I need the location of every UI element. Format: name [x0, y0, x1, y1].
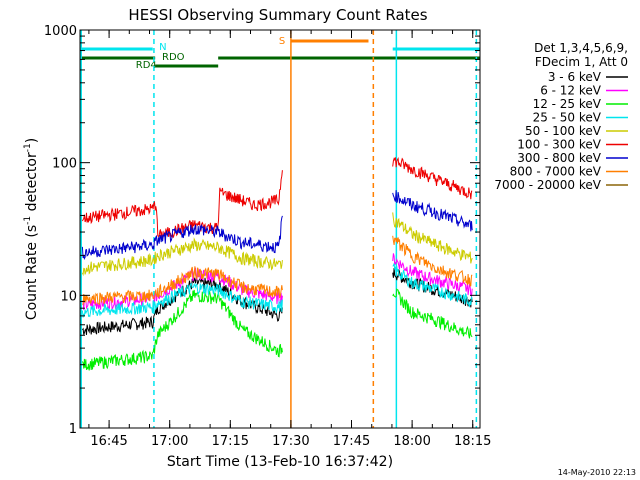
chart-title: HESSI Observing Summary Count Rates — [128, 6, 427, 24]
series-line-3-segA — [81, 282, 283, 318]
footer-timestamp: 14-May-2010 22:13 — [558, 468, 636, 477]
flag-bars: N S RDO RD4 — [80, 36, 480, 71]
y-axis-label: Count Rate (s-1 detector-1) — [23, 138, 40, 320]
x-tick-label-0: 16:45 — [90, 434, 127, 449]
legend-entry-label-1: 6 - 12 keV — [540, 84, 602, 98]
legend-header-2: FDecim 1, Att 0 — [535, 55, 628, 69]
saa-flag-label: S — [279, 36, 285, 47]
legend-entry-label-7: 800 - 7000 keV — [510, 165, 602, 179]
x-tick-label-5: 18:00 — [393, 434, 430, 449]
legend-entry-label-3: 25 - 50 keV — [533, 111, 602, 125]
y-label-sup1: -1 — [23, 216, 33, 225]
night-flag-label: N — [159, 42, 166, 53]
series-line-7-segB — [392, 235, 473, 287]
x-tick-label-1: 17:00 — [151, 434, 188, 449]
x-tick-label-4: 17:45 — [333, 434, 370, 449]
y-tick-label-1: 10 — [60, 289, 77, 304]
series-line-3-segB — [392, 263, 473, 308]
series-line-7-segA — [82, 266, 283, 306]
rd4-flag-label: RD4 — [136, 60, 157, 71]
y-label-mid: detector — [24, 152, 40, 216]
legend-entry-label-6: 300 - 800 keV — [517, 151, 601, 165]
legend-entry-label-4: 50 - 100 keV — [525, 124, 602, 138]
legend-entry-label-8: 7000 - 20000 keV — [494, 178, 601, 192]
series-line-4-segB — [392, 212, 473, 264]
flag-lines — [80, 30, 478, 428]
series-line-2-segA — [81, 289, 283, 371]
y-axis: 1 10 100 1000 — [44, 24, 480, 437]
legend-entry-label-0: 3 - 6 keV — [548, 70, 602, 84]
y-tick-label-3: 1000 — [44, 24, 77, 39]
plot-area: N S RDO RD4 — [80, 30, 480, 428]
series-line-5-segA — [81, 170, 283, 240]
series-line-5-segB — [392, 157, 473, 200]
series-lines — [81, 157, 473, 371]
legend-entry-label-5: 100 - 300 keV — [517, 138, 601, 152]
x-axis-label: Start Time (13-Feb-10 16:37:42) — [167, 454, 393, 470]
series-line-4-segA — [81, 237, 283, 277]
x-tick-label-6: 18:15 — [454, 434, 491, 449]
legend: Det 1,3,4,5,6,9, FDecim 1, Att 0 3 - 6 k… — [494, 41, 628, 192]
x-axis: 16:45 17:00 17:15 17:30 17:45 18:00 18:15 — [88, 30, 491, 449]
x-tick-label-2: 17:15 — [212, 434, 249, 449]
legend-header-1: Det 1,3,4,5,6,9, — [534, 41, 628, 55]
y-tick-label-2: 100 — [52, 157, 77, 172]
y-tick-label-0: 1 — [69, 422, 77, 437]
rdo-flag-label: RDO — [162, 52, 185, 63]
legend-entry-label-2: 12 - 25 keV — [533, 97, 602, 111]
y-label-end: ) — [24, 138, 40, 143]
series-line-2-segB — [392, 288, 473, 339]
y-label-sup2: -1 — [23, 143, 33, 152]
plot-frame — [79, 29, 481, 429]
y-label-main: Count Rate (s — [24, 225, 40, 320]
series-line-6-segB — [392, 190, 473, 232]
series-line-6-segA — [81, 215, 283, 260]
x-tick-label-3: 17:30 — [272, 434, 309, 449]
